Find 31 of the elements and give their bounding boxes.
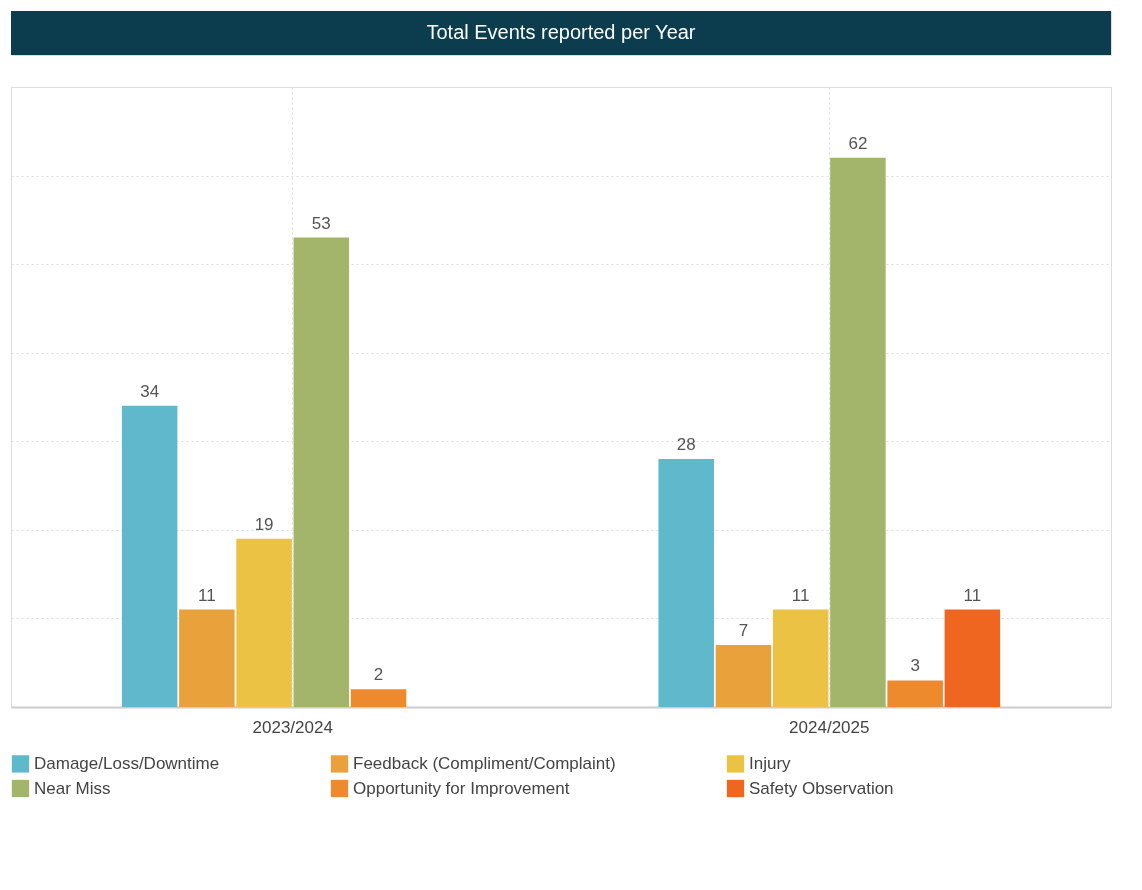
chart-title: Total Events reported per Year	[426, 21, 696, 43]
bar	[121, 405, 178, 707]
data-label: 3	[910, 656, 920, 676]
bar	[293, 237, 350, 707]
data-label: 11	[963, 585, 982, 605]
bar	[658, 459, 714, 707]
data-label: 11	[198, 585, 216, 605]
bar	[236, 538, 292, 707]
bar	[944, 609, 1001, 707]
legend-label: Damage/Loss/Downtime	[34, 753, 220, 773]
data-label: 62	[848, 133, 868, 153]
legend-label: Near Miss	[34, 778, 111, 798]
x-tick-label: 2024/2025	[789, 717, 870, 737]
legend-label: Safety Observation	[749, 778, 894, 798]
bar	[887, 680, 943, 707]
bar	[830, 157, 886, 707]
data-label: 11	[791, 585, 810, 605]
bar	[772, 609, 829, 707]
bar	[350, 689, 407, 707]
x-tick-label: 2023/2024	[252, 717, 333, 737]
data-label: 7	[738, 621, 749, 640]
legend-label: Injury	[749, 753, 792, 773]
data-label: 34	[140, 381, 160, 401]
data-label: 53	[311, 213, 331, 233]
data-label: 28	[676, 435, 696, 454]
legend-label: Feedback (Compliment/Complaint)	[353, 753, 616, 773]
legend-label: Opportunity for Improvement	[353, 778, 570, 798]
bar	[715, 645, 772, 707]
bar	[179, 609, 235, 707]
data-label: 19	[254, 514, 274, 534]
data-label: 2	[373, 665, 384, 685]
